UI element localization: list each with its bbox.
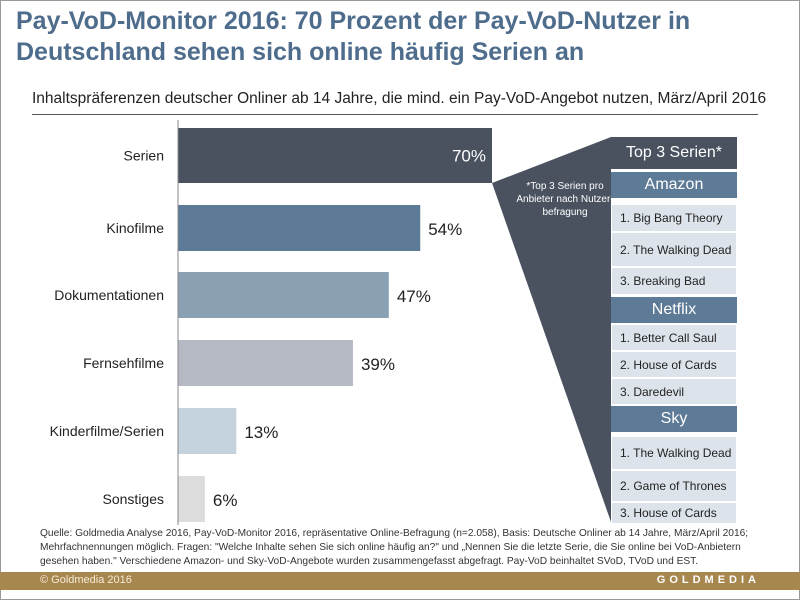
brand-logo: GOLDMEDIA bbox=[656, 574, 760, 586]
provider-header: Amazon bbox=[611, 172, 737, 198]
bar bbox=[178, 205, 421, 251]
series-item: 1. The Walking Dead bbox=[611, 436, 737, 470]
divider bbox=[32, 114, 758, 115]
series-item: 3. Breaking Bad bbox=[611, 267, 737, 295]
panel-note: *Top 3 Serien pro Anbieter nach Nutzer-b… bbox=[516, 181, 614, 218]
data-label: 13% bbox=[244, 423, 278, 442]
data-label: 6% bbox=[213, 491, 238, 510]
source-text: Quelle: Goldmedia Analyse 2016, Pay-VoD-… bbox=[40, 528, 749, 567]
provider-header: Sky bbox=[611, 406, 737, 432]
category-label: Kinderfilme/Serien bbox=[50, 423, 164, 439]
bar bbox=[178, 340, 353, 386]
series-item: 1. Big Bang Theory bbox=[611, 204, 737, 232]
copyright: © Goldmedia 2016 bbox=[40, 574, 132, 586]
category-label: Kinofilme bbox=[106, 220, 164, 236]
series-item: 2. Game of Thrones bbox=[611, 470, 737, 502]
category-label: Dokumentationen bbox=[54, 287, 164, 303]
data-label: 54% bbox=[428, 220, 462, 239]
chart-subtitle: Inhaltspräferenzen deutscher Onliner ab … bbox=[32, 90, 767, 107]
chart-title: Pay-VoD-Monitor 2016: 70 Prozent der Pay… bbox=[16, 7, 691, 66]
data-label: 47% bbox=[397, 287, 431, 306]
data-label: 70% bbox=[452, 147, 486, 166]
footer-bar bbox=[0, 572, 800, 590]
provider-header: Netflix bbox=[611, 297, 737, 323]
data-label: 39% bbox=[361, 355, 395, 374]
category-label: Serien bbox=[124, 148, 164, 164]
funnel-shape bbox=[492, 137, 611, 522]
panel-title: Top 3 Serien* bbox=[611, 137, 737, 169]
series-item: 3. House of Cards bbox=[611, 502, 737, 524]
bar bbox=[178, 272, 389, 318]
category-label: Fernsehfilme bbox=[83, 355, 164, 371]
category-label: Sonstiges bbox=[103, 491, 164, 507]
bar bbox=[178, 476, 205, 522]
series-item: 1. Better Call Saul bbox=[611, 324, 737, 351]
series-item: 2. House of Cards bbox=[611, 351, 737, 378]
bar bbox=[178, 408, 237, 454]
series-item: 3. Daredevil bbox=[611, 378, 737, 405]
series-item: 2. The Walking Dead bbox=[611, 232, 737, 267]
bar bbox=[178, 128, 492, 183]
